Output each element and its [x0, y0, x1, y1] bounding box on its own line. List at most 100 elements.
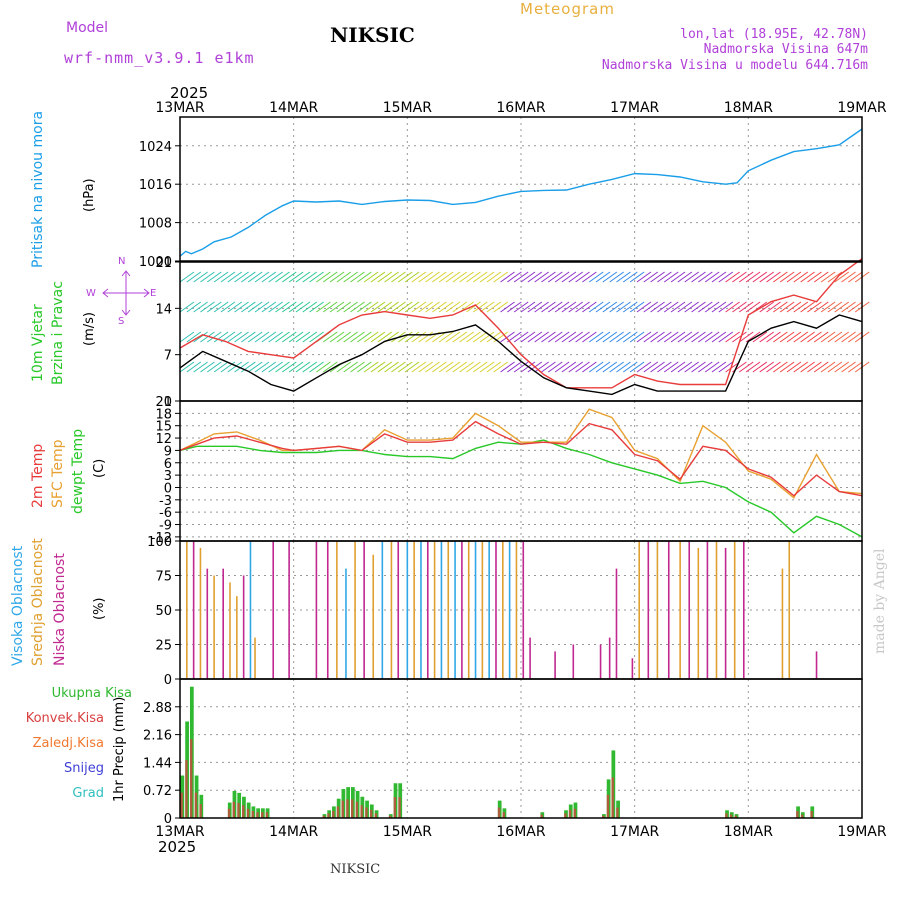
- x-tick-bottom: 14MAR: [269, 824, 318, 840]
- elevation: Nadmorska Visina 647m: [703, 42, 868, 57]
- wind-arrow: [268, 301, 283, 313]
- wind-arrow: [602, 331, 618, 343]
- wind-arrow: [418, 361, 433, 373]
- wind-arrow: [206, 301, 222, 313]
- wind-arrow: [329, 301, 345, 313]
- wind-arrow: [179, 361, 195, 373]
- wind-arrow: [568, 361, 584, 373]
- wind-arrow: [602, 271, 618, 283]
- legend-conv: Konvek.Kisa: [25, 711, 104, 726]
- y-tick-label: -6: [159, 506, 172, 521]
- wind-arrow: [773, 331, 788, 343]
- precip-conv-bar: [341, 800, 344, 818]
- compass-w: W: [86, 288, 96, 299]
- precip-conv-bar: [374, 813, 378, 818]
- wind-arrow: [663, 301, 679, 313]
- wind-arrow: [677, 301, 693, 313]
- x-tick-bottom: 13MAR: [155, 824, 204, 840]
- wind-arrow: [759, 331, 774, 343]
- wind-arrow: [500, 331, 515, 343]
- wind-arrow: [220, 271, 236, 283]
- wind-arrow: [472, 301, 488, 313]
- wind-arrow: [698, 361, 713, 373]
- x-tick-top: 18MAR: [724, 100, 773, 116]
- wind-arrow: [766, 271, 781, 283]
- wind-arrow: [732, 301, 747, 313]
- wind-arrow: [377, 301, 393, 313]
- wind-arrow: [779, 271, 795, 283]
- y-tick-label: 7: [164, 349, 172, 364]
- wind-arrow: [479, 361, 495, 373]
- wind-arrow: [179, 271, 195, 283]
- wind-arrow: [302, 331, 318, 343]
- precip-conv-bar: [336, 806, 340, 818]
- wind-arrow: [302, 271, 318, 283]
- wind-arrow: [677, 331, 693, 343]
- y-tick-label: -12: [151, 531, 172, 546]
- wind-arrow: [629, 361, 645, 373]
- wind-arrow: [677, 271, 693, 283]
- precip-conv-bar: [796, 811, 799, 818]
- wind-arrow: [425, 301, 440, 313]
- wind-arrow: [384, 361, 399, 373]
- wind-arrow: [684, 331, 699, 343]
- y-tick-label: 0: [164, 673, 172, 688]
- wind-arrow: [582, 271, 597, 283]
- wind-arrow: [309, 361, 324, 373]
- wind-arrow: [370, 301, 386, 313]
- wind-arrow: [561, 271, 577, 283]
- temp2m-line: [179, 420, 863, 497]
- wind-arrow: [813, 301, 829, 313]
- precip-conv-bar: [322, 815, 325, 818]
- wind-arrow: [261, 271, 277, 283]
- wind-arrow: [527, 271, 543, 283]
- wind-arrow: [241, 361, 256, 373]
- wind-arrow: [623, 271, 638, 283]
- compass-rose: [102, 270, 150, 316]
- wind-arrow: [254, 331, 270, 343]
- wind-arrow: [350, 331, 365, 343]
- wind-arrow: [268, 331, 283, 343]
- wind-arrow: [609, 361, 624, 373]
- wind-arrow: [227, 331, 243, 343]
- wind-arrow: [568, 331, 584, 343]
- wind-arrow: [500, 271, 515, 283]
- wind-arrow: [786, 331, 802, 343]
- wind-arrow: [329, 331, 345, 343]
- wind-arrow: [609, 331, 624, 343]
- y-tick-label: 100: [147, 535, 172, 550]
- wind-arrow: [193, 271, 208, 283]
- wind-arrow: [206, 361, 222, 373]
- wind-arrow: [820, 361, 836, 373]
- wind-arrow: [295, 301, 311, 313]
- precip-conv-bar: [393, 797, 396, 818]
- wind-arrow: [547, 271, 563, 283]
- wind-arrow: [554, 331, 570, 343]
- wind-arrow: [363, 361, 379, 373]
- precip-conv-bar: [502, 812, 505, 818]
- wind-arrow: [411, 331, 427, 343]
- wind-arrow: [418, 331, 433, 343]
- wind-arrow: [309, 331, 324, 343]
- wind-arrow: [425, 361, 440, 373]
- wind-arrow: [738, 301, 754, 313]
- wind-arrow: [513, 301, 529, 313]
- wind-arrow: [636, 361, 652, 373]
- legend-snow: Snijeg: [64, 761, 104, 776]
- wind-arrow: [691, 361, 706, 373]
- wind-arrow: [500, 301, 515, 313]
- wind-arrow: [343, 331, 358, 343]
- precip-conv-bar: [398, 797, 401, 818]
- wind-arrow: [282, 271, 297, 283]
- wind-arrow: [200, 271, 215, 283]
- precip-conv-bar: [540, 814, 543, 818]
- wind-arrow: [643, 301, 659, 313]
- wind-arrow: [602, 301, 618, 313]
- wind-arrow: [834, 331, 850, 343]
- precip-conv-bar: [327, 813, 330, 818]
- wind-arrow: [479, 301, 495, 313]
- wind-arrow: [384, 271, 399, 283]
- wind-arrow: [336, 361, 352, 373]
- wind-arrow: [636, 301, 652, 313]
- wind-arrow: [691, 301, 706, 313]
